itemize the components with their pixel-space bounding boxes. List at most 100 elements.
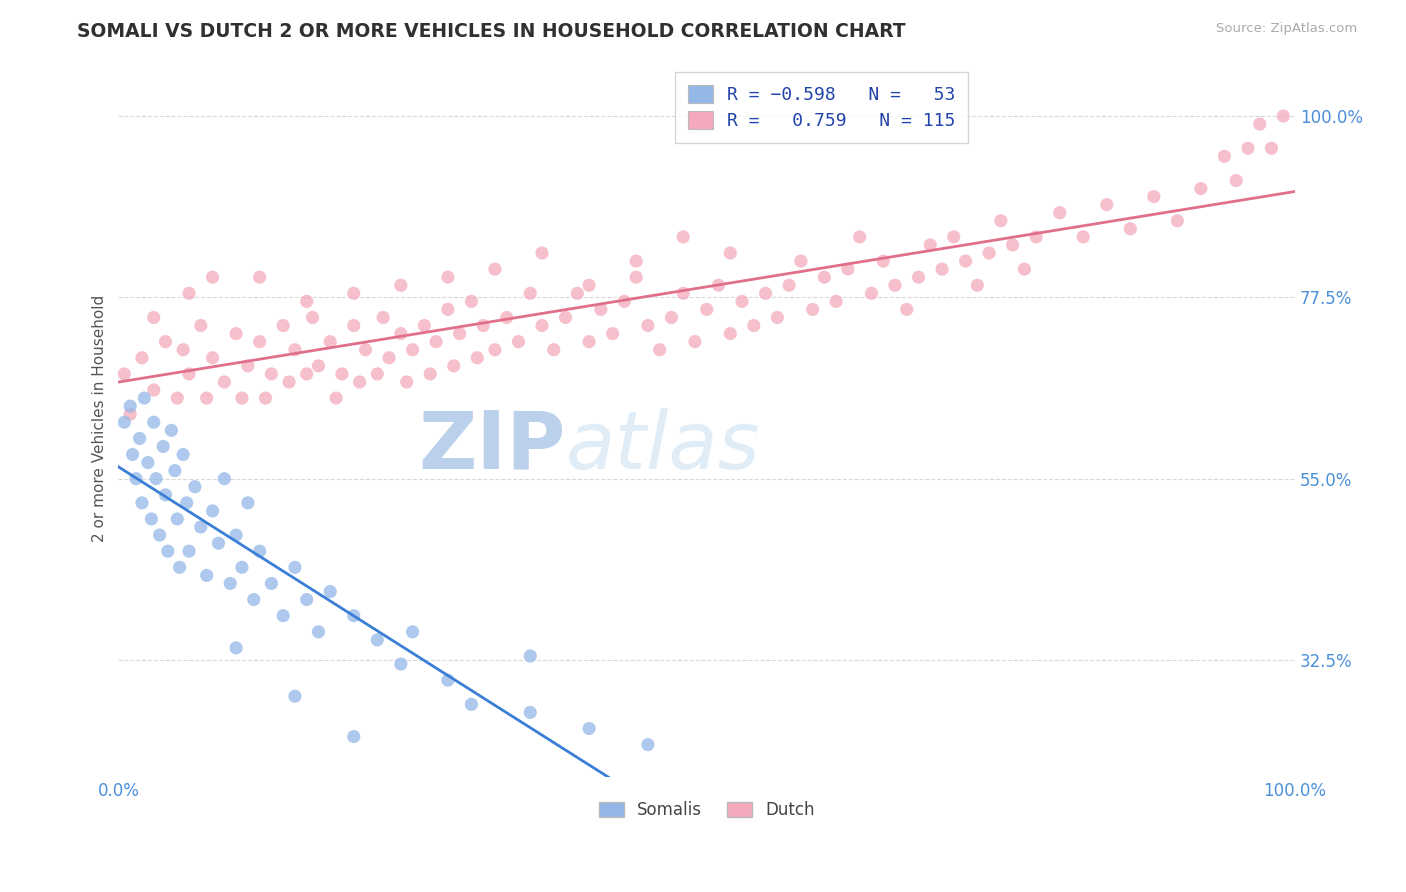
Point (201, 504, 224, 518)
Point (136, 456, 159, 470)
Point (231, 560, 253, 574)
Point (790, 254, 813, 268)
Point (907, 270, 929, 285)
Point (236, 359, 259, 373)
Point (460, 698, 482, 712)
Point (219, 576, 242, 591)
Point (718, 326, 741, 341)
Point (128, 431, 150, 445)
Point (543, 343, 565, 357)
Point (112, 415, 135, 429)
Point (242, 592, 264, 607)
Point (848, 230, 870, 244)
Point (1249, 117, 1271, 131)
Point (308, 624, 330, 639)
Point (1237, 141, 1260, 155)
Point (112, 367, 135, 381)
Point (125, 472, 148, 486)
Text: Source: ZipAtlas.com: Source: ZipAtlas.com (1216, 22, 1357, 36)
Point (672, 230, 695, 244)
Point (637, 738, 659, 752)
Point (1001, 238, 1024, 252)
Point (271, 608, 294, 623)
Point (366, 632, 388, 647)
Point (278, 375, 301, 389)
Point (301, 310, 323, 325)
Point (177, 544, 200, 558)
Point (437, 302, 460, 317)
Point (141, 512, 163, 526)
Point (1071, 230, 1094, 244)
Point (284, 690, 307, 704)
Point (155, 334, 177, 349)
Point (460, 294, 482, 309)
Point (1049, 205, 1071, 219)
Point (284, 343, 307, 357)
Point (624, 270, 647, 285)
Point (201, 270, 224, 285)
Point (155, 488, 177, 502)
Point (484, 343, 506, 357)
Point (343, 730, 366, 744)
Point (166, 512, 188, 526)
Point (401, 624, 423, 639)
Point (225, 326, 247, 341)
Point (567, 286, 589, 301)
Point (449, 326, 471, 341)
Point (465, 351, 488, 365)
Point (378, 351, 401, 365)
Point (754, 286, 776, 301)
Point (142, 415, 165, 429)
Point (813, 270, 835, 285)
Point (190, 520, 212, 534)
Point (236, 496, 259, 510)
Point (977, 246, 1000, 260)
Point (443, 359, 465, 373)
Point (149, 528, 172, 542)
Point (484, 262, 506, 277)
Point (683, 334, 706, 349)
Point (160, 423, 183, 437)
Point (661, 310, 683, 325)
Point (778, 278, 800, 293)
Point (718, 246, 741, 260)
Point (1014, 262, 1036, 277)
Point (519, 286, 541, 301)
Point (319, 334, 342, 349)
Point (131, 496, 153, 510)
Point (271, 318, 294, 333)
Point (295, 294, 318, 309)
Point (942, 230, 965, 244)
Point (920, 238, 942, 252)
Point (163, 464, 186, 478)
Point (260, 367, 283, 381)
Point (1213, 149, 1236, 163)
Point (508, 334, 530, 349)
Point (530, 246, 553, 260)
Point (955, 254, 977, 268)
Point (395, 375, 418, 389)
Point (1272, 109, 1295, 123)
Point (142, 383, 165, 397)
Point (295, 367, 318, 381)
Point (156, 544, 179, 558)
Point (389, 278, 412, 293)
Point (425, 334, 447, 349)
Point (896, 302, 918, 317)
Point (602, 326, 624, 341)
Point (530, 318, 553, 333)
Point (401, 343, 423, 357)
Point (254, 391, 277, 405)
Point (169, 560, 191, 574)
Point (389, 326, 412, 341)
Point (225, 528, 247, 542)
Point (696, 302, 718, 317)
Point (190, 318, 212, 333)
Point (825, 294, 848, 309)
Point (413, 318, 436, 333)
Point (1025, 230, 1047, 244)
Text: ZIP: ZIP (419, 408, 565, 486)
Point (142, 310, 165, 325)
Point (325, 391, 347, 405)
Point (637, 318, 659, 333)
